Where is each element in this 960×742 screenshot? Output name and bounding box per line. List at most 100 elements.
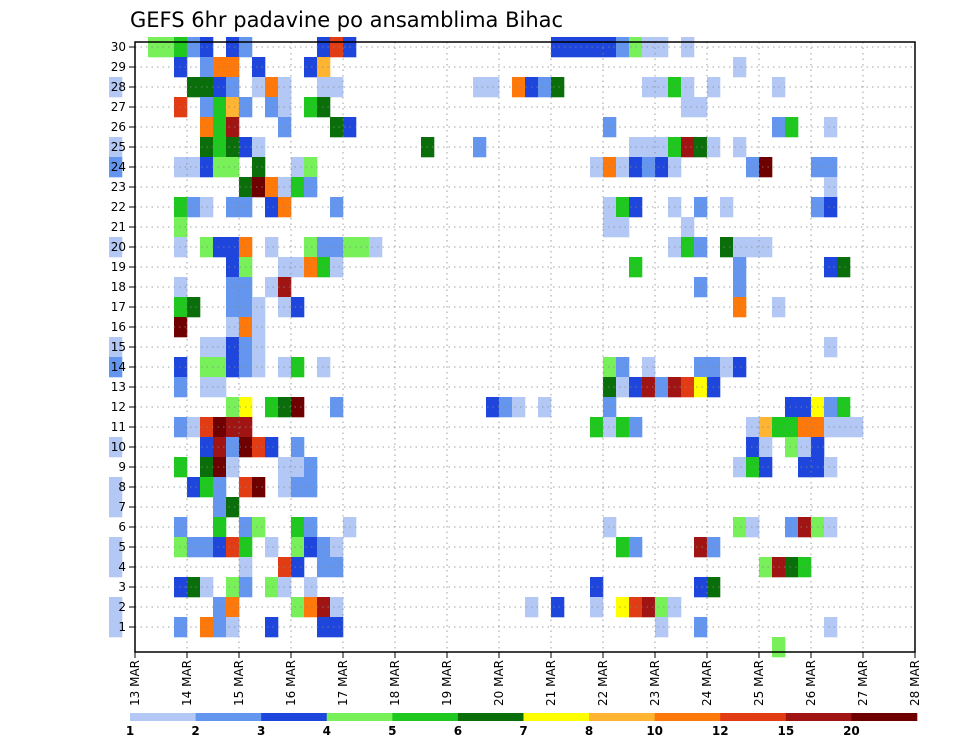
heatmap-cell [603,117,617,138]
heatmap-cell [733,297,747,318]
heatmap-cell [616,377,630,398]
heatmap-cell [109,617,123,638]
heatmap-cell [291,557,305,578]
heatmap-cell [109,77,123,98]
heatmap-cell [226,617,240,638]
heatmap-cell [213,377,227,398]
heatmap-cell [291,517,305,538]
heatmap-cell [252,177,266,198]
heatmap-cell [174,617,188,638]
heatmap-cell [681,217,695,238]
y-tick-label: 19 [111,260,126,274]
colorbar-swatch [720,713,787,721]
heatmap-cell [733,277,747,298]
heatmap-cell [317,257,331,278]
heatmap-cell [681,137,695,158]
heatmap-cell [655,377,669,398]
heatmap-cell [291,157,305,178]
heatmap-cell [226,57,240,78]
heatmap-cell [746,157,760,178]
heatmap-cell [603,357,617,378]
heatmap-cell [252,357,266,378]
heatmap-cell [694,197,708,218]
y-tick-label: 26 [111,120,126,134]
heatmap-cell [720,197,734,218]
heatmap-cell [603,397,617,418]
heatmap-cell [590,157,604,178]
heatmap-cell [694,357,708,378]
heatmap-cell [226,357,240,378]
heatmap-cell [226,437,240,458]
heatmap-cell [538,77,552,98]
heatmap-cell [226,37,240,58]
heatmap-cell [291,257,305,278]
colorbar-swatch [130,713,196,721]
colorbar: 1 2 3 4 5 6 7 8 10 12 15 20 [126,713,918,738]
heatmap-cell [759,417,773,438]
heatmap-cell [317,57,331,78]
heatmap-cell [512,77,526,98]
heatmap-cell [304,177,318,198]
colorbar-swatch [326,713,393,721]
heatmap-cell [291,297,305,318]
heatmap-cell [733,57,747,78]
x-axis-ticks: 13 MAR 14 MAR 15 MAR 16 MAR 17 MAR 18 MAR 19 M… [128,652,922,706]
heatmap-cell [603,197,617,218]
heatmap-cell [291,177,305,198]
heatmap-cell [304,477,318,498]
x-tick-label: 19 MAR [440,660,454,706]
y-tick-label: 24 [111,160,126,174]
heatmap-cell [824,417,838,438]
heatmap-cell [291,397,305,418]
heatmap-cell [824,117,838,138]
y-tick-label: 12 [111,400,126,414]
heatmap-cell [252,157,266,178]
heatmap-cell [733,357,747,378]
x-tick-label: 25 MAR [752,660,766,706]
colorbar-swatch [392,713,459,721]
heatmap-cell [304,257,318,278]
heatmap-cell [109,157,123,178]
heatmap-cell [551,597,565,618]
colorbar-swatch [457,713,524,721]
y-tick-label: 1 [118,620,126,634]
heatmap-cell [330,617,344,638]
heatmap-cell [798,437,812,458]
y-tick-label: 8 [118,480,126,494]
colorbar-swatch [523,713,590,721]
heatmap-cell [265,237,279,258]
y-tick-label: 30 [111,40,126,54]
heatmap-cell [187,537,201,558]
heatmap-cell [798,397,812,418]
heatmap-cell [226,337,240,358]
colorbar-label: 8 [585,724,593,738]
heatmap-cell [772,637,786,658]
colorbar-label: 3 [257,724,265,738]
heatmap-cell [694,577,708,598]
heatmap-cell [213,57,227,78]
heatmap-cell [603,517,617,538]
heatmap-cell [577,37,591,58]
heatmap-cell [213,457,227,478]
colorbar-label: 10 [646,724,663,738]
heatmap-cell [733,137,747,158]
heatmap-cell [330,117,344,138]
heatmap-cell [551,77,565,98]
heatmap-cell [252,437,266,458]
y-tick-label: 18 [111,280,126,294]
colorbar-label: 7 [519,724,527,738]
heatmap-cell [213,97,227,118]
heatmap-cell [109,437,123,458]
heatmap-cell [824,457,838,478]
heatmap-cell [642,77,656,98]
heatmap-cell [187,157,201,178]
heatmap-cell [226,257,240,278]
heatmap-cell [642,377,656,398]
heatmap-cell [304,597,318,618]
heatmap-cell [512,397,526,418]
heatmap-cell [590,597,604,618]
heatmap-cell [213,137,227,158]
heatmap-cell [317,617,331,638]
heatmap-cell [187,197,201,218]
heatmap-cell [824,617,838,638]
